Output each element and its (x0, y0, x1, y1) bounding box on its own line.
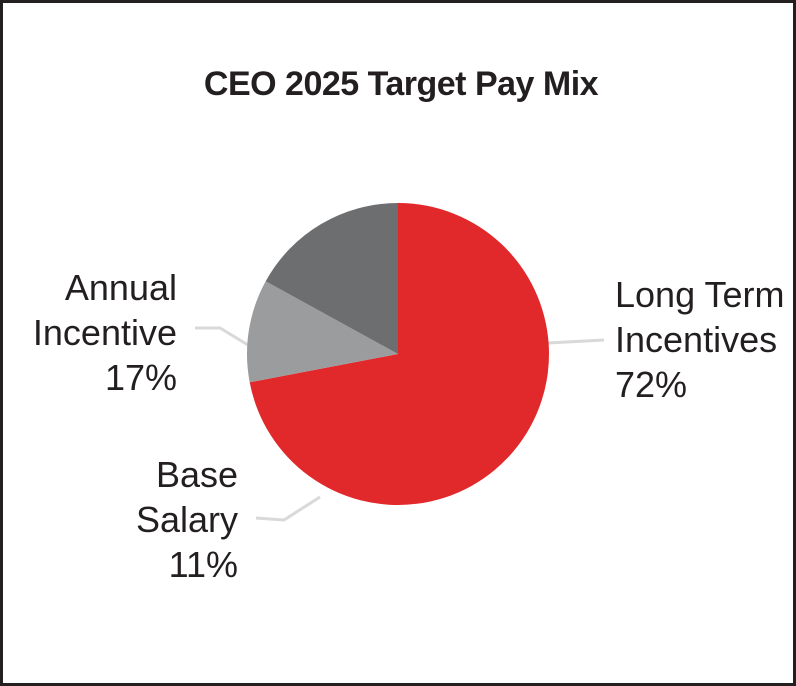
pie-slice-annual-incentive (265, 203, 398, 354)
slice-name-label: Base (156, 454, 238, 495)
slice-name-label: Incentive (33, 312, 177, 353)
data-label: Long Term Incentives 72% (615, 274, 784, 405)
data-label: Base Salary 11% (136, 454, 238, 585)
leader-line (195, 326, 249, 347)
slice-name-label: Long Term (615, 274, 784, 315)
slice-value-label: 72% (615, 364, 687, 405)
leader-line (255, 495, 321, 522)
data-label: Annual Incentive 17% (33, 267, 177, 398)
slice-name-label: Incentives (615, 319, 777, 360)
pie-slice-long-term-incentives (249, 203, 549, 505)
pie-slice-base-salary (246, 281, 398, 383)
slice-value-label: 17% (105, 357, 177, 398)
slice-name-label: Annual (65, 267, 177, 308)
slice-name-label: Salary (136, 499, 238, 540)
leader-line (547, 338, 605, 345)
chart-title: CEO 2025 Target Pay Mix (203, 65, 599, 103)
slice-value-label: 11% (169, 544, 238, 585)
